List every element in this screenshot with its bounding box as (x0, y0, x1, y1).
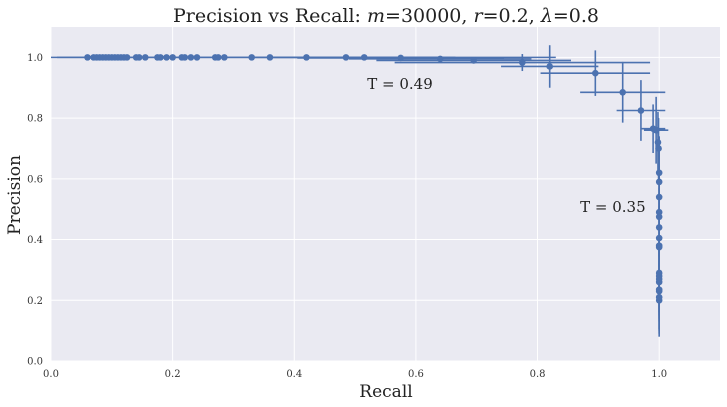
data-point (266, 54, 274, 61)
y-tick-label: 0.2 (27, 296, 43, 307)
threshold-annotation: T = 0.49 (367, 75, 433, 93)
data-point (157, 54, 164, 61)
data-point (360, 54, 368, 61)
data-point (655, 208, 663, 216)
data-point (214, 54, 222, 61)
y-tick-label: 1.0 (27, 53, 43, 64)
x-tick-label: 0.4 (286, 369, 302, 380)
data-point (655, 213, 663, 221)
chart-title: Precision vs Recall: m=30000, r=0.2, λ=0… (173, 5, 599, 27)
data-point (655, 145, 662, 152)
data-point (181, 54, 189, 61)
data-point (342, 54, 350, 61)
y-tick-labels: 0.0 0.2 0.4 0.6 0.8 1.0 (27, 53, 43, 368)
data-point (655, 287, 663, 295)
data-point (187, 54, 195, 61)
data-point (655, 243, 663, 251)
data-point (592, 69, 599, 77)
threshold-annotation: T = 0.35 (580, 198, 646, 216)
data-point (655, 178, 663, 186)
y-tick-label: 0.0 (27, 357, 43, 368)
data-point (397, 54, 405, 62)
y-tick-label: 0.6 (27, 174, 43, 185)
y-tick-label: 0.8 (27, 114, 43, 125)
data-point (652, 126, 660, 134)
data-point (163, 54, 170, 61)
data-point (123, 54, 131, 61)
data-point (193, 54, 201, 61)
data-point (619, 88, 626, 96)
y-axis-label: Precision (5, 155, 25, 235)
x-tick-label: 0.0 (43, 369, 59, 380)
x-tick-label: 0.6 (408, 369, 424, 380)
data-point (637, 107, 645, 114)
grid-lines (50, 27, 720, 362)
data-point (655, 169, 663, 177)
data-point (655, 224, 663, 231)
data-points (84, 54, 663, 304)
data-point (546, 63, 554, 70)
data-point (141, 54, 149, 61)
x-tick-labels: 0.0 0.2 0.4 0.6 0.8 1.0 (43, 369, 667, 380)
data-point (654, 139, 662, 146)
data-point (436, 55, 444, 63)
plot-background (51, 27, 720, 361)
annotations: T = 0.49 T = 0.35 (367, 75, 645, 216)
data-point (135, 54, 143, 61)
data-point (84, 54, 91, 61)
data-point (221, 54, 228, 61)
x-tick-label: 0.2 (165, 369, 181, 380)
x-tick-label: 0.8 (530, 369, 546, 380)
data-point (655, 278, 663, 286)
data-point (169, 54, 176, 61)
data-point (470, 57, 477, 64)
data-point (655, 296, 663, 304)
x-tick-label: 1.0 (651, 369, 667, 380)
data-point (655, 193, 663, 201)
y-tick-label: 0.4 (27, 235, 43, 246)
x-axis-label: Recall (359, 382, 412, 402)
data-point (248, 54, 255, 61)
data-point (303, 54, 310, 61)
data-point (655, 234, 663, 242)
data-point (519, 59, 526, 66)
